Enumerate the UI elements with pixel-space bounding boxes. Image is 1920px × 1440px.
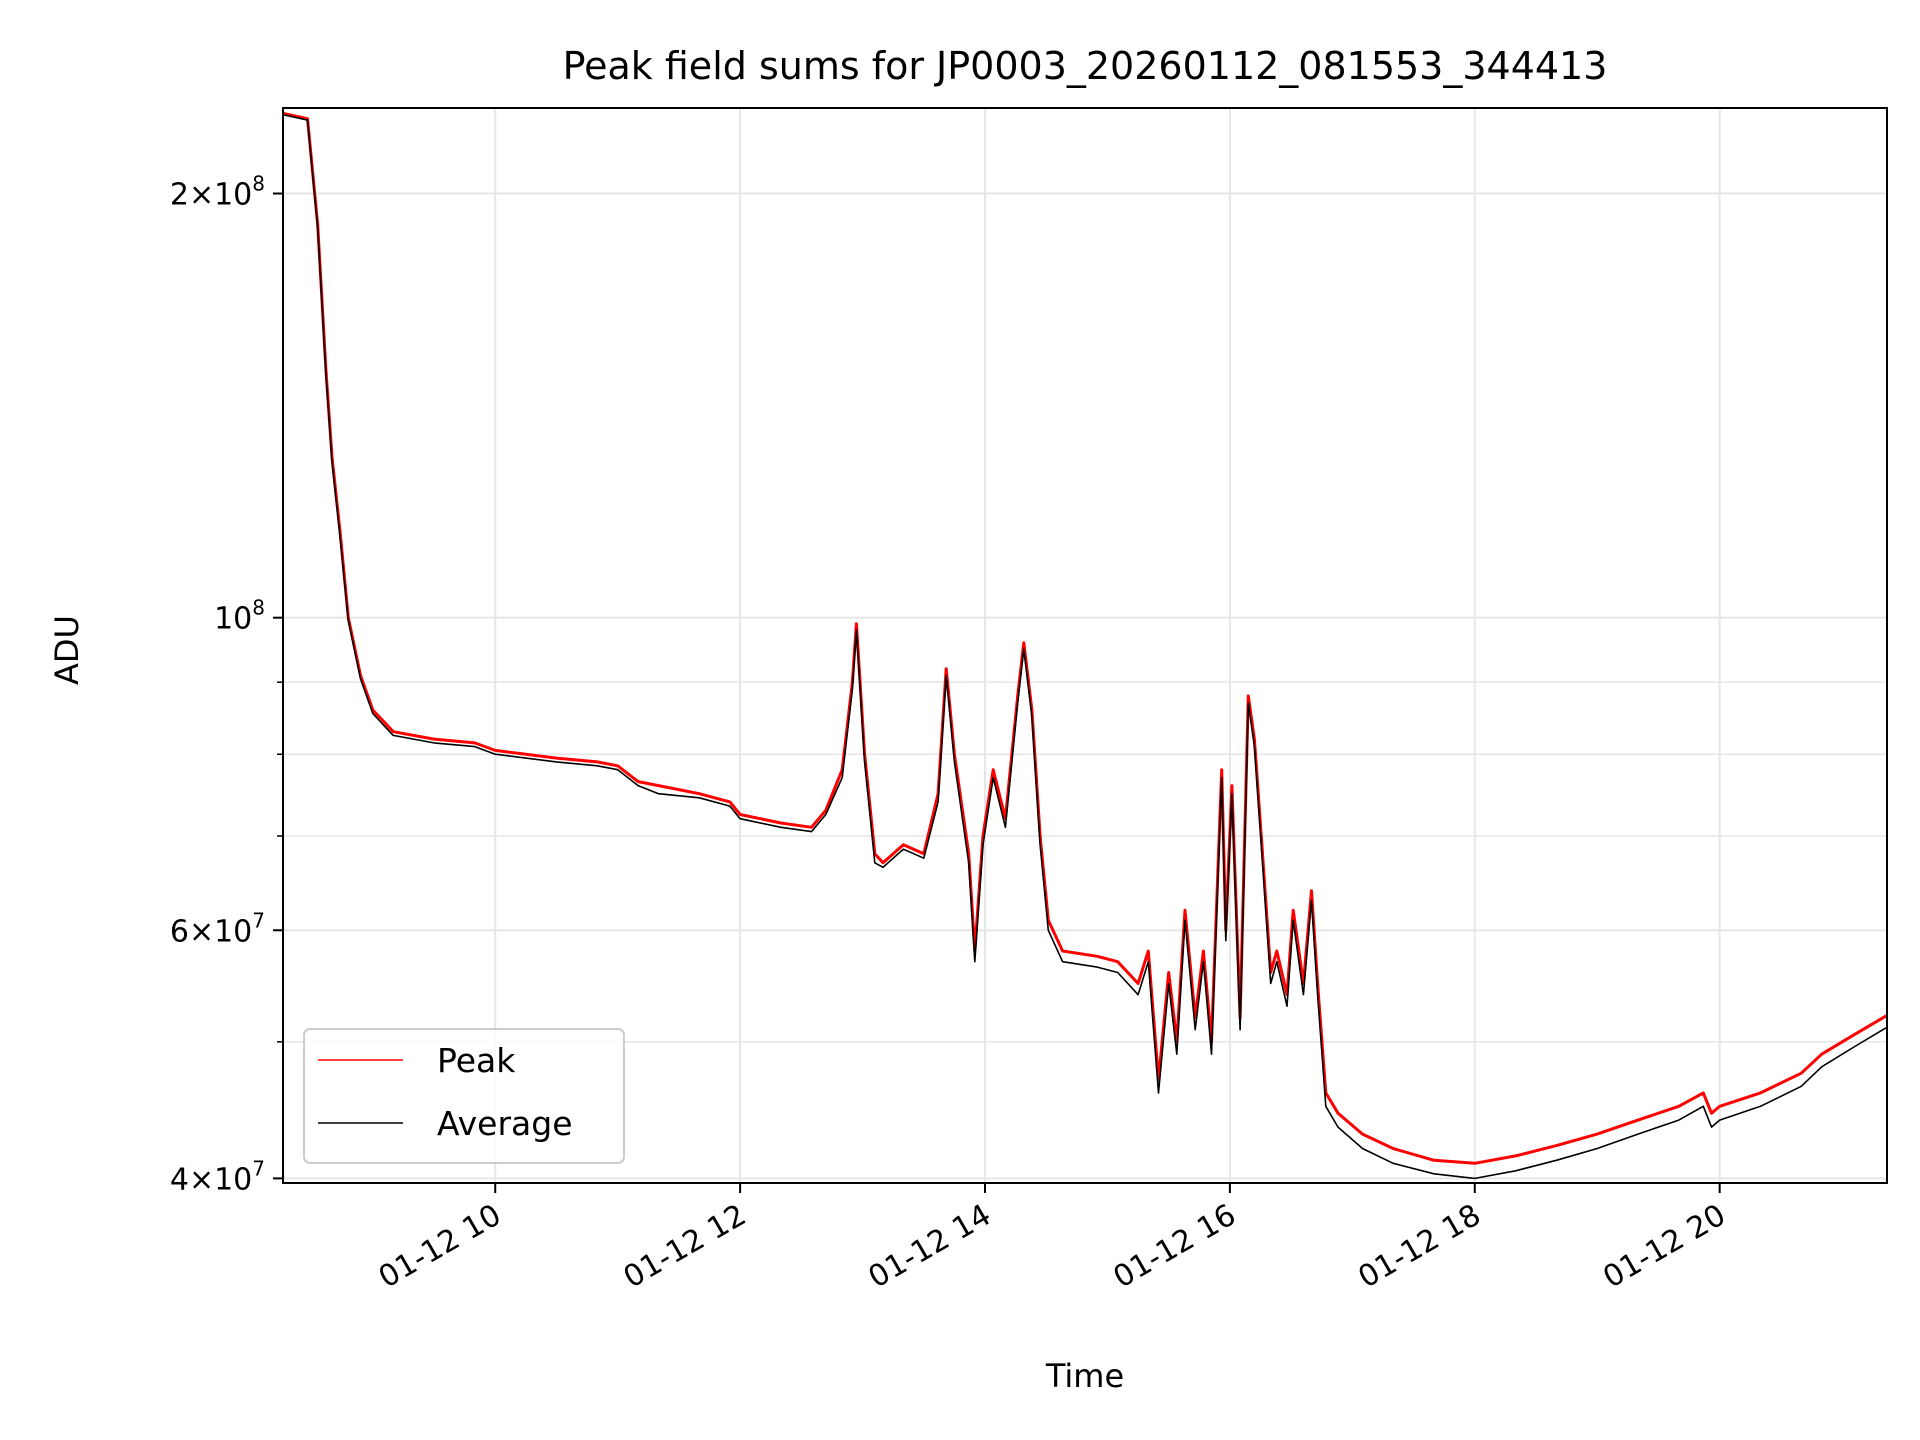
y-tick-exponent: 8 — [252, 172, 265, 196]
y-axis-title: ADU — [48, 615, 86, 685]
y-tick-mantissa: 2×10 — [170, 178, 252, 213]
y-tick-label: 4×107 — [170, 1156, 265, 1197]
y-tick-exponent: 7 — [252, 908, 265, 932]
legend: Peak Average — [303, 1028, 625, 1164]
y-tick-exponent: 8 — [252, 596, 265, 620]
y-tick-label: 6×107 — [170, 908, 265, 949]
y-tick-mantissa: 10 — [214, 602, 252, 637]
legend-label-average: Average — [437, 1104, 573, 1143]
y-tick-exponent: 7 — [252, 1156, 265, 1180]
grid-lines — [283, 108, 1887, 1183]
series-line-average — [283, 113, 1887, 1180]
y-tick-mantissa: 6×10 — [170, 914, 252, 949]
series-lines — [283, 111, 1887, 1180]
chart-title: Peak field sums for JP0003_20260112_0815… — [563, 44, 1608, 88]
series-line-peak — [283, 111, 1887, 1165]
y-tick-label: 108 — [214, 596, 265, 637]
y-tick-label: 2×108 — [170, 172, 265, 213]
x-axis-title: Time — [1045, 1357, 1124, 1395]
plot-frame — [282, 107, 1888, 1184]
y-tick-mantissa: 4×10 — [170, 1162, 252, 1197]
legend-box — [303, 1028, 625, 1164]
legend-label-peak: Peak — [437, 1041, 516, 1080]
